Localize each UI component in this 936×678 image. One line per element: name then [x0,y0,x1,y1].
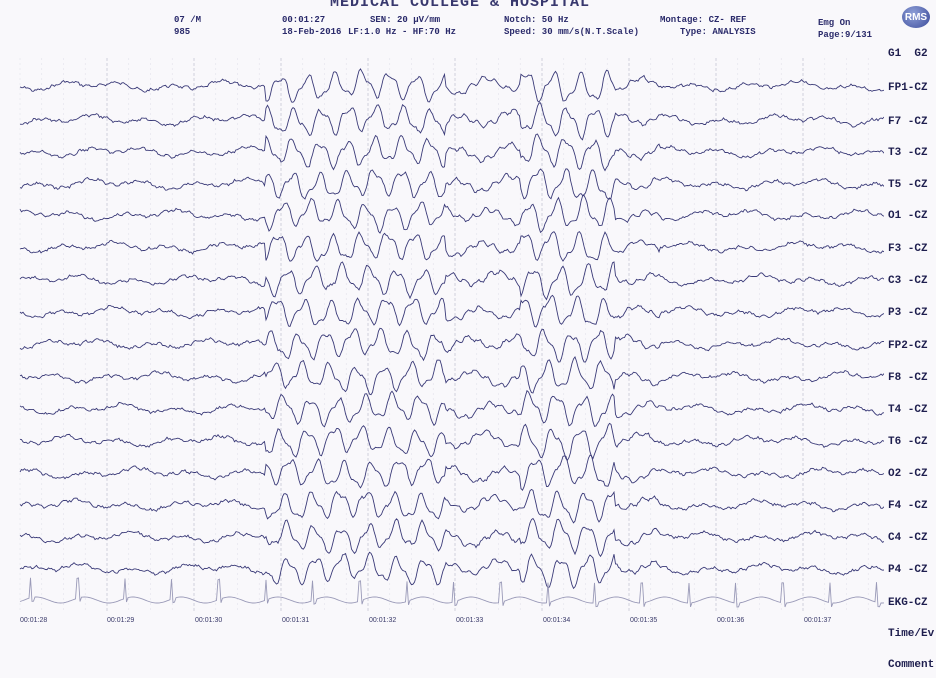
eeg-trace [19,194,884,234]
time-marker: 00:01:37 [804,617,832,624]
eeg-trace [19,488,884,524]
channel-label: F8 -CZ [888,372,928,384]
patient-id: 985 [174,27,191,37]
eeg-trace-area [19,58,884,612]
channel-label: C3 -CZ [888,275,928,287]
elapsed-time: 00:01:27 [282,15,326,25]
time-marker: 00:01:30 [195,617,223,624]
time-marker: 00:01:36 [717,617,745,624]
paper-speed: Speed: 30 mm/s(N.T.Scale) [504,27,640,37]
channel-label: T4 -CZ [888,404,928,416]
group-selector: G1 G2 [888,48,928,60]
eeg-trace [19,261,884,301]
time-marker: 00:01:29 [107,617,135,624]
time-marker: 00:01:33 [456,617,484,624]
channel-label: FP1-CZ [888,82,928,94]
channel-label: F7 -CZ [888,116,928,128]
channel-label: T3 -CZ [888,147,928,159]
eeg-trace [19,389,884,428]
channel-label: O1 -CZ [888,210,928,222]
sensitivity: SEN: 20 µV/mm [370,15,441,25]
time-marker: 00:01:34 [543,617,571,624]
time-events-label: Time/Ev [888,628,935,640]
channel-label: EKG-CZ [888,597,928,609]
time-marker: 00:01:31 [282,617,310,624]
time-marker: 00:01:32 [369,617,397,624]
time-grid [19,58,869,612]
comment-label: Comment [888,659,935,671]
emg-status: Emg On [818,18,851,28]
time-marker: 00:01:35 [630,617,658,624]
institution-title: MEDICAL COLLEGE & HOSPITAL [330,0,591,11]
rms-logo: RMS [902,6,930,28]
eeg-trace [19,517,884,558]
eeg-trace [19,102,884,141]
filters: LF:1.0 Hz - HF:70 Hz [348,27,457,37]
eeg-trace [19,168,884,200]
eeg-trace [19,327,884,363]
page-indicator: Page:9/131 [818,30,873,40]
channel-label: T5 -CZ [888,179,928,191]
age-sex: 07 /M [174,15,202,25]
eeg-trace [19,68,884,103]
channel-label: FP2-CZ [888,340,928,352]
eeg-waveforms [19,68,884,608]
channel-label: P4 -CZ [888,564,928,576]
channel-label: P3 -CZ [888,307,928,319]
eeg-trace [19,454,884,491]
eeg-trace [19,294,884,328]
eeg-trace [19,551,884,590]
channel-label: C4 -CZ [888,532,928,544]
time-marker: 00:01:28 [20,617,48,624]
notch-filter: Notch: 50 Hz [504,15,569,25]
eeg-trace [19,422,884,461]
eeg-trace [19,133,884,172]
record-type: Type: ANALYSIS [680,27,756,37]
channel-label: T6 -CZ [888,436,928,448]
record-date: 18-Feb-2016 [282,27,342,37]
eeg-trace [19,356,884,396]
montage: Montage: CZ- REF [660,15,747,25]
eeg-trace [19,231,884,262]
ekg-trace [19,577,884,608]
channel-label: O2 -CZ [888,468,928,480]
channel-label: F3 -CZ [888,243,928,255]
channel-label: F4 -CZ [888,500,928,512]
